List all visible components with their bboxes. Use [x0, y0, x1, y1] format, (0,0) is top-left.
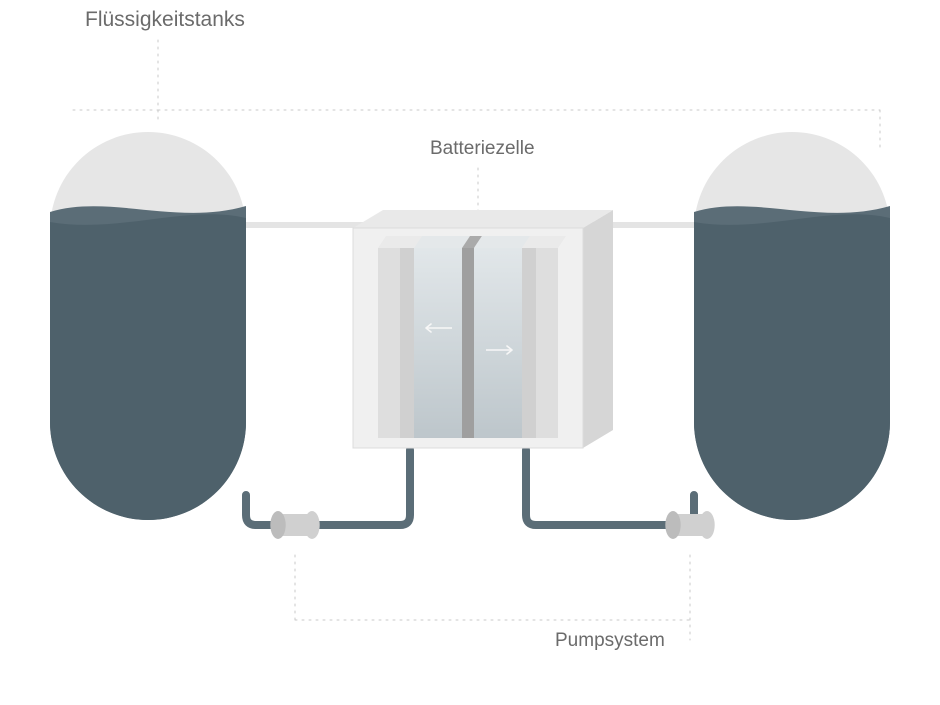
label-cell: Batteriezelle: [430, 138, 535, 160]
label-tanks: Flüssigkeitstanks: [85, 8, 245, 32]
flow-battery-diagram: [0, 0, 940, 705]
battery-cell: [353, 210, 613, 448]
label-pumps: Pumpsystem: [555, 630, 665, 652]
